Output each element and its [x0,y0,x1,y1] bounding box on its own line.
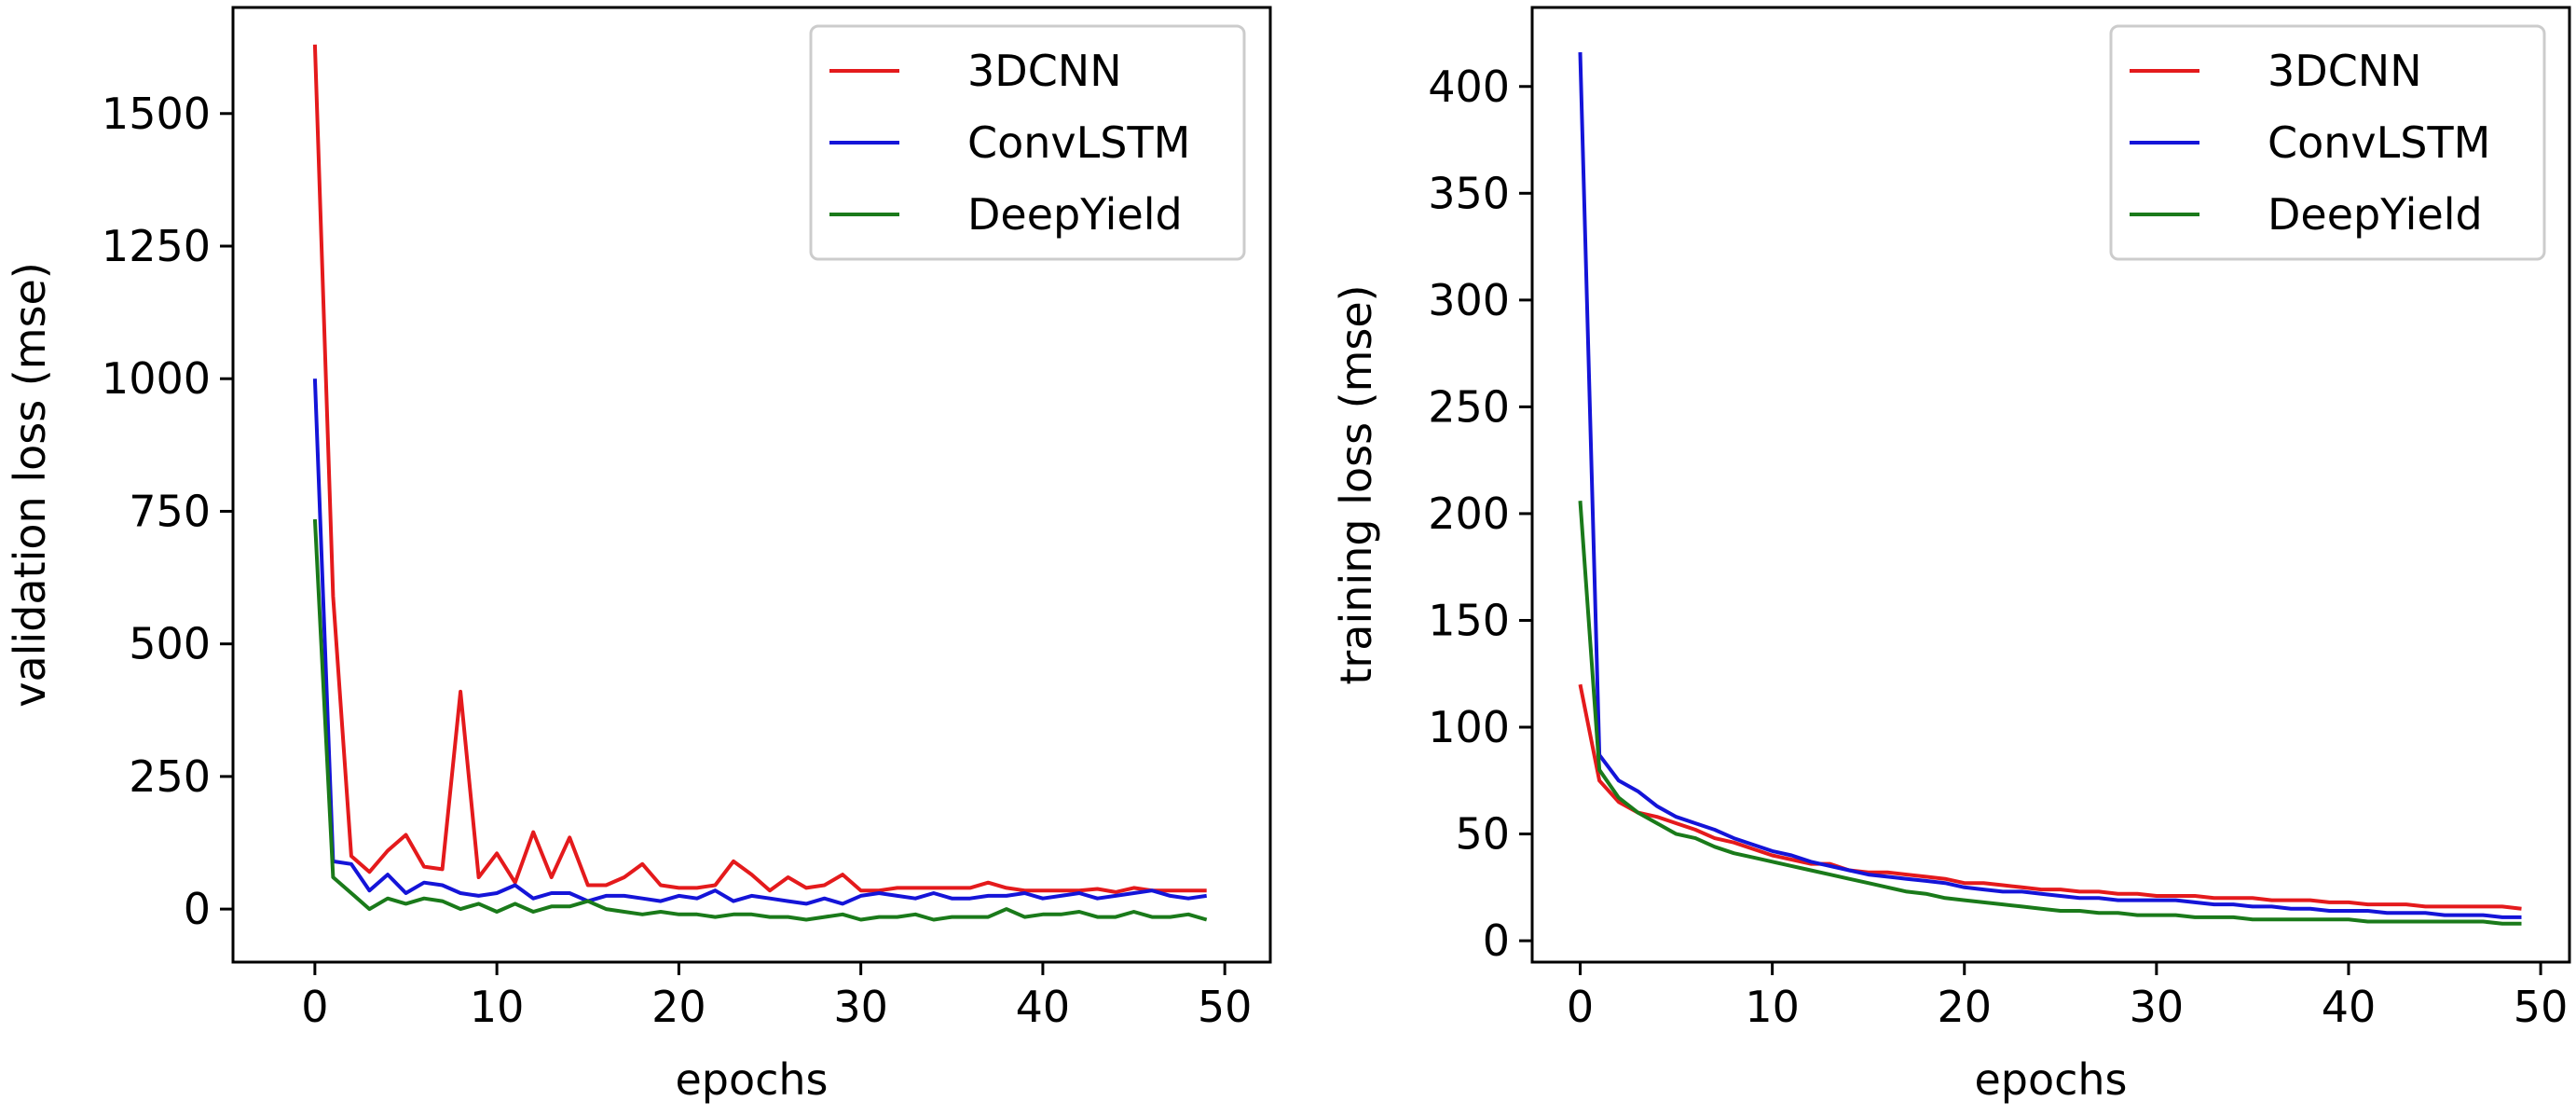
y-tick-label: 1000 [102,353,211,404]
y-tick-label: 100 [1428,702,1510,752]
series-line-convlstm [1578,52,2522,919]
x-tick-label: 30 [833,982,888,1032]
y-tick-label: 750 [129,486,211,536]
legend-label-convlstm: ConvLSTM [967,117,1190,168]
axes-frame [1530,6,2571,964]
y-tick-label: 1500 [102,89,211,139]
legend: 3DCNN ConvLSTM DeepYield [809,24,1246,261]
legend: 3DCNN ConvLSTM DeepYield [2109,24,2546,261]
y-axis-label: validation loss (mse) [5,262,55,708]
legend-label-deepyield: DeepYield [2268,189,2483,240]
legend-label-convlstm: ConvLSTM [2268,117,2490,168]
legend-box [2109,24,2546,261]
x-tick-label: 10 [470,982,525,1032]
x-tick-label: 40 [1016,982,1071,1032]
legend-box [809,24,1246,261]
series-lines [1578,52,2522,926]
y-tick-label: 200 [1428,489,1510,539]
legend-label-3dcnn: 3DCNN [2268,46,2422,96]
legend-label-deepyield: DeepYield [967,189,1183,240]
x-tick-label: 10 [1745,982,1800,1032]
y-tick-label: 300 [1428,275,1510,325]
y-tick-label: 50 [1455,809,1510,860]
series-line-deepyield [1578,501,2522,926]
y-axis-label: training loss (mse) [1331,284,1381,684]
validation-loss-chart: 0 10 20 30 40 500250500750100012501500epochsv… [5,6,1272,1105]
y-tick-label: 1250 [102,221,211,271]
x-axis-label: epochs [675,1054,828,1105]
x-tick-label: 40 [2322,982,2377,1032]
x-tick-label: 0 [1567,982,1594,1032]
series-lines [312,44,1208,922]
axes-frame [231,6,1272,964]
x-tick-label: 50 [1198,982,1253,1032]
y-tick-label: 250 [129,751,211,802]
legend-label-3dcnn: 3DCNN [967,46,1122,96]
training-loss-chart: 0 10 20 30 40 50 0 50 100 150 200 250 300 350 400 epoch… [1331,6,2571,1105]
y-tick-label: 400 [1428,62,1510,112]
x-tick-label: 0 [301,982,328,1032]
series-line-3dcnn [1578,683,2522,911]
x-tick-label: 20 [651,982,706,1032]
y-tick-label: 150 [1428,595,1510,645]
y-tick-label: 350 [1428,168,1510,218]
series-line-3dcnn [312,44,1207,894]
y-tick-label: 0 [1483,915,1510,966]
x-tick-label: 50 [2514,982,2569,1032]
y-tick-label: 500 [129,619,211,669]
y-tick-label: 0 [184,884,211,934]
series-line-deepyield [312,518,1208,922]
x-tick-label: 30 [2130,982,2185,1032]
x-axis-label: epochs [1974,1054,2127,1105]
series-line-convlstm [312,379,1207,906]
y-tick-label: 250 [1428,381,1510,432]
x-tick-label: 20 [1937,982,1992,1032]
